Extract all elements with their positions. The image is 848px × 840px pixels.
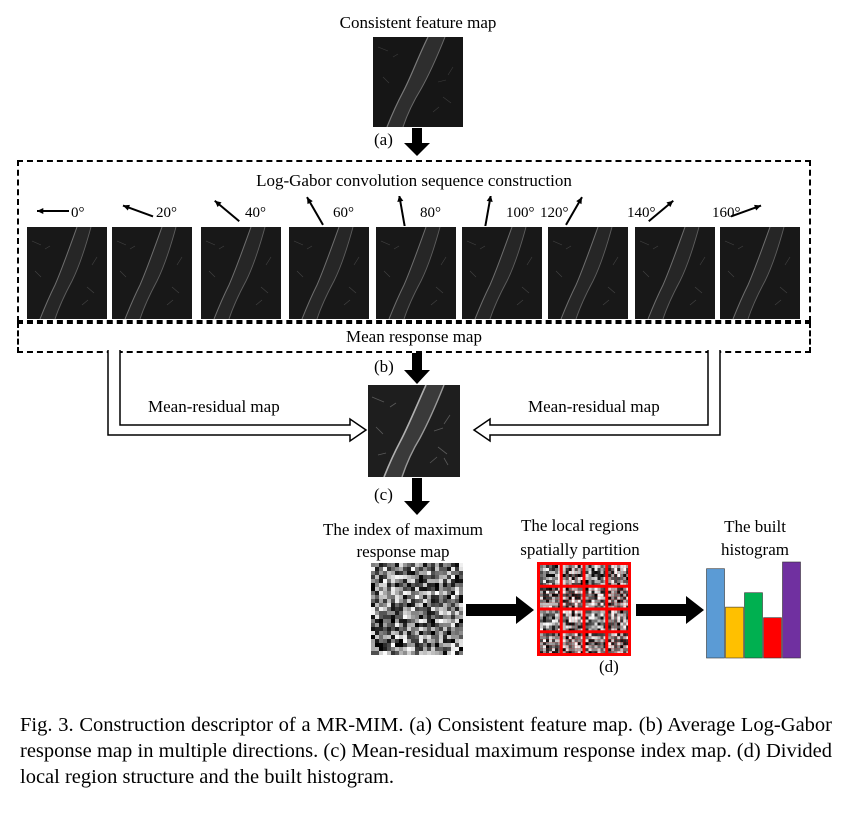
partitioned-regions-grid: [537, 562, 631, 656]
histogram-bar-0: [706, 568, 725, 659]
label-d: (d): [599, 657, 619, 676]
log-gabor-tile-0: [27, 227, 107, 319]
mean-response-image: [368, 385, 460, 477]
log-gabor-tile-7: [635, 227, 715, 319]
region-cell: [585, 565, 606, 585]
label-c: (c): [374, 485, 393, 504]
consistent-feature-map-image: [373, 37, 463, 127]
histogram-label-line2: histogram: [721, 540, 789, 559]
down-arrow-c: [404, 478, 430, 515]
region-cell: [585, 610, 606, 631]
histogram-bar-3: [763, 617, 782, 659]
log-gabor-tile-2: [201, 227, 281, 319]
log-gabor-tile-4: [376, 227, 456, 319]
down-arrow-a: [404, 128, 430, 156]
local-regions-line2: spatially partition: [520, 540, 640, 559]
log-gabor-tile-1: [112, 227, 192, 319]
angle-label-3: 60°: [333, 205, 354, 221]
log-gabor-tile-6: [548, 227, 628, 319]
region-cell: [608, 587, 628, 608]
mean-response-label: Mean response map: [346, 327, 482, 346]
angle-label-5: 100°: [506, 205, 535, 221]
angle-label-0: 0°: [71, 205, 85, 221]
region-cell: [540, 565, 560, 585]
mean-response-box: [17, 322, 811, 353]
region-cell: [608, 565, 628, 585]
region-cell: [562, 610, 583, 631]
histogram-label-line1: The built: [724, 517, 786, 536]
region-cell: [562, 587, 583, 608]
log-gabor-tile-5: [462, 227, 542, 319]
region-cell: [585, 587, 606, 608]
region-cell: [540, 587, 560, 608]
index-map-label-line2: response map: [356, 542, 450, 561]
direction-arrow-5: [484, 196, 493, 226]
region-cell: [562, 633, 583, 653]
direction-arrow-1: [122, 204, 154, 218]
arrow-to-histogram: [636, 596, 704, 624]
log-gabor-tile-3: [289, 227, 369, 319]
sequence-title: Log-Gabor convolution sequence construct…: [256, 171, 572, 190]
local-regions-line1: The local regions: [520, 516, 639, 535]
histogram-chart: [706, 561, 801, 659]
region-cell: [608, 610, 628, 631]
direction-arrow-2: [214, 199, 240, 223]
direction-arrow-4: [397, 196, 406, 226]
label-a: (a): [374, 130, 393, 149]
log-gabor-sequence-box: [17, 160, 811, 322]
region-cell: [540, 610, 560, 631]
direction-arrow-8: [730, 204, 762, 218]
mean-residual-arrows: [107, 350, 721, 443]
region-cell: [562, 565, 583, 585]
direction-arrow-0: [37, 207, 69, 215]
down-arrow-b: [404, 353, 430, 384]
histogram-bar-1: [725, 606, 744, 659]
angle-label-1: 20°: [156, 205, 177, 221]
direction-arrow-6: [565, 196, 583, 226]
region-cell: [540, 633, 560, 653]
direction-arrow-7: [648, 199, 674, 223]
index-map-label-line1: The index of maximum: [322, 520, 484, 539]
angle-label-4: 80°: [420, 205, 441, 221]
mean-residual-left-label: Mean-residual map: [148, 397, 280, 416]
region-cell: [585, 633, 606, 653]
figure-caption: Fig. 3. Construction descriptor of a MR-…: [20, 714, 832, 788]
mean-residual-right-label: Mean-residual map: [528, 397, 660, 416]
log-gabor-tile-8: [720, 227, 800, 319]
direction-arrow-3: [306, 196, 324, 226]
histogram-bar-2: [744, 592, 763, 659]
max-response-index-image: [371, 563, 463, 655]
angle-label-2: 40°: [245, 205, 266, 221]
region-cell: [608, 633, 628, 653]
label-b: (b): [374, 357, 394, 376]
histogram-bar-4: [782, 561, 801, 659]
consistent-feature-map-title: Consistent feature map: [339, 13, 497, 32]
angle-label-7: 140°: [627, 205, 656, 221]
angle-label-8: 160°: [712, 205, 741, 221]
angle-label-6: 120°: [540, 205, 569, 221]
arrow-to-partition: [466, 596, 534, 624]
